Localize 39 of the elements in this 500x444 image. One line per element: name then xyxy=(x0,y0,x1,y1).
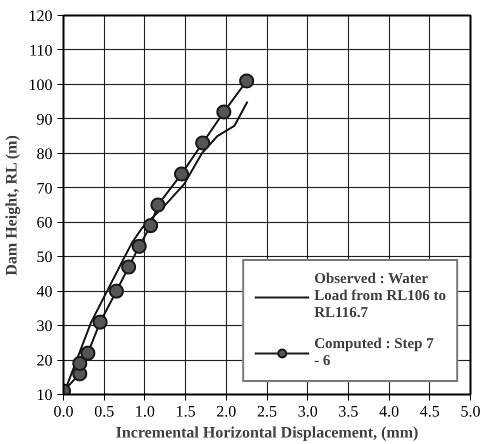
point xyxy=(174,166,190,182)
y-axis-title: Dam Height, RL (m) xyxy=(4,135,20,276)
point xyxy=(239,73,254,88)
y-tick-label: 70 xyxy=(36,180,52,198)
y-tick-label: 60 xyxy=(36,214,52,232)
y-tick-label: 110 xyxy=(29,42,52,60)
point xyxy=(80,346,96,361)
legend-label: Observed : Water Load from RL106 to RL116.7 xyxy=(314,271,446,322)
point xyxy=(132,238,147,254)
y-tick-label: 120 xyxy=(28,8,52,25)
y-tick-label: 90 xyxy=(36,111,52,128)
x-tick-label: 2.5 xyxy=(257,404,277,420)
y-tick-label: 50 xyxy=(36,249,52,266)
x-tick-label: 0.5 xyxy=(94,404,114,420)
point xyxy=(108,284,124,299)
x-tick-label: 4.5 xyxy=(420,404,440,420)
y-tick-label: 80 xyxy=(36,146,52,163)
x-tick-label: 3.0 xyxy=(298,404,318,420)
y-tick-label: 40 xyxy=(36,284,52,301)
point xyxy=(195,135,210,150)
y-tick-label: 30 xyxy=(36,318,52,336)
x-tick-label: 1.5 xyxy=(176,404,196,420)
y-tick-label: 20 xyxy=(36,352,52,370)
x-tick-label: 2.0 xyxy=(216,404,236,420)
x-tick-label: 0.0 xyxy=(54,404,74,420)
y-tick-label: 10 xyxy=(36,387,52,404)
x-tick-label: 4.0 xyxy=(379,404,400,420)
point xyxy=(92,314,108,330)
x-tick-label: 3.5 xyxy=(338,404,358,420)
point xyxy=(143,218,158,234)
y-tick-label: 100 xyxy=(28,76,52,94)
x-tick-label: 1.0 xyxy=(134,404,155,420)
point xyxy=(216,104,232,120)
x-tick-label: 5.0 xyxy=(460,404,480,420)
legend-label: Computed : Step 7 - 6 xyxy=(314,336,434,370)
point xyxy=(121,260,136,275)
point xyxy=(150,198,166,212)
x-axis-title: Incremental Horizontal Displacement, (mm) xyxy=(116,424,418,442)
point xyxy=(72,356,88,371)
